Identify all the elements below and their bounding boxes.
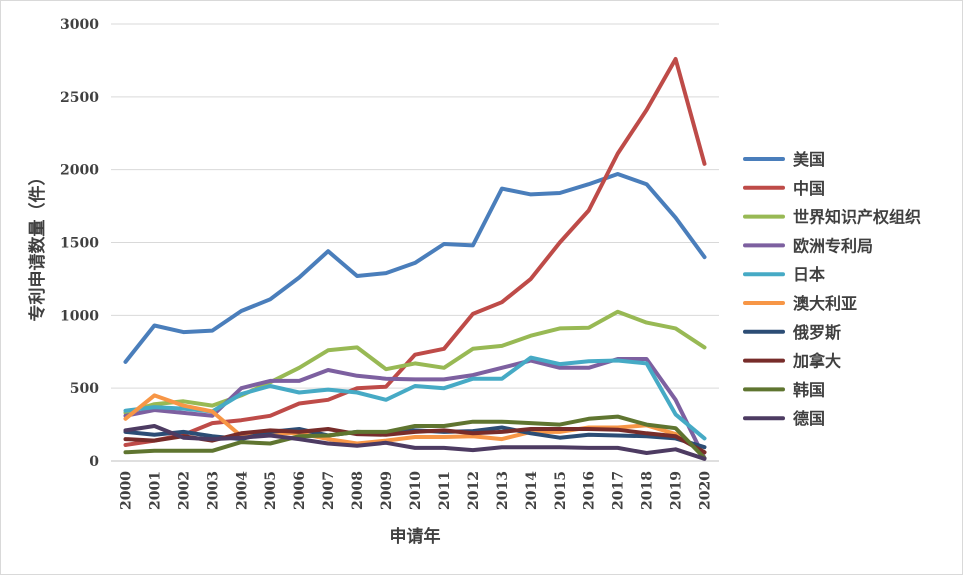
x-tick-label: 2020 (698, 471, 714, 510)
gridlines (111, 24, 719, 388)
x-tick-label: 2001 (147, 471, 163, 510)
legend-label: 澳大利亚 (793, 294, 857, 313)
x-tick-label: 2014 (524, 471, 540, 510)
x-tick-label: 2019 (669, 471, 685, 510)
legend-label: 美国 (793, 150, 825, 169)
y-tick-label: 1000 (60, 308, 99, 324)
x-tick-label: 2018 (640, 471, 656, 510)
legend-label: 德国 (793, 409, 825, 428)
x-tick-label: 2012 (466, 471, 482, 510)
y-axis-title: 专利申请数量（件） (27, 169, 48, 322)
y-tick-label: 1500 (60, 236, 99, 252)
y-tick-label: 2500 (60, 90, 99, 106)
legend-label: 韩国 (793, 380, 825, 399)
y-tick-label: 2000 (60, 163, 99, 179)
x-tick-label: 2000 (118, 471, 134, 510)
x-axis-title: 申请年 (390, 526, 441, 547)
x-tick-label: 2009 (379, 471, 395, 510)
x-tick-label: 2003 (205, 471, 221, 510)
legend-label: 日本 (793, 265, 825, 284)
legend-label: 世界知识产权组织 (793, 208, 921, 227)
legend-label: 俄罗斯 (792, 323, 841, 342)
x-tick-label: 2015 (553, 471, 569, 510)
x-tick-label: 2016 (582, 471, 598, 510)
series-lines (126, 59, 705, 459)
series-line-3 (126, 359, 705, 458)
x-tick-label: 2002 (176, 471, 192, 510)
y-tick-label: 500 (70, 381, 99, 397)
x-tick-label: 2005 (263, 471, 279, 510)
x-tick-labels: 2000 2001 2002 2003 2004 2005 2006 2007 2008 2009… (118, 471, 713, 510)
x-tick-label: 2008 (350, 471, 366, 510)
y-tick-label: 0 (89, 454, 99, 470)
x-tick-label: 2006 (292, 471, 308, 510)
legend-label: 中国 (793, 179, 825, 198)
chart-frame: 050010001500200025003000 200020012002200… (0, 0, 963, 575)
x-tick-label: 2017 (611, 471, 627, 510)
line-chart: 050010001500200025003000 200020012002200… (1, 1, 962, 574)
legend: 美国中国世界知识产权组织欧洲专利局日本澳大利亚俄罗斯加拿大韩国德国 (745, 150, 921, 428)
series-line-0 (126, 174, 705, 362)
x-tick-label: 2004 (234, 471, 250, 510)
x-tick-label: 2010 (408, 471, 424, 510)
y-tick-labels: 0 500 1000 1500 2000 2500 3000 (60, 17, 99, 470)
y-tick-label: 3000 (60, 17, 99, 33)
legend-label: 加拿大 (792, 352, 841, 371)
x-tick-label: 2011 (437, 471, 453, 510)
x-tick-label: 2007 (321, 471, 337, 510)
legend-label: 欧洲专利局 (793, 236, 873, 255)
x-tick-label: 2013 (495, 471, 511, 510)
